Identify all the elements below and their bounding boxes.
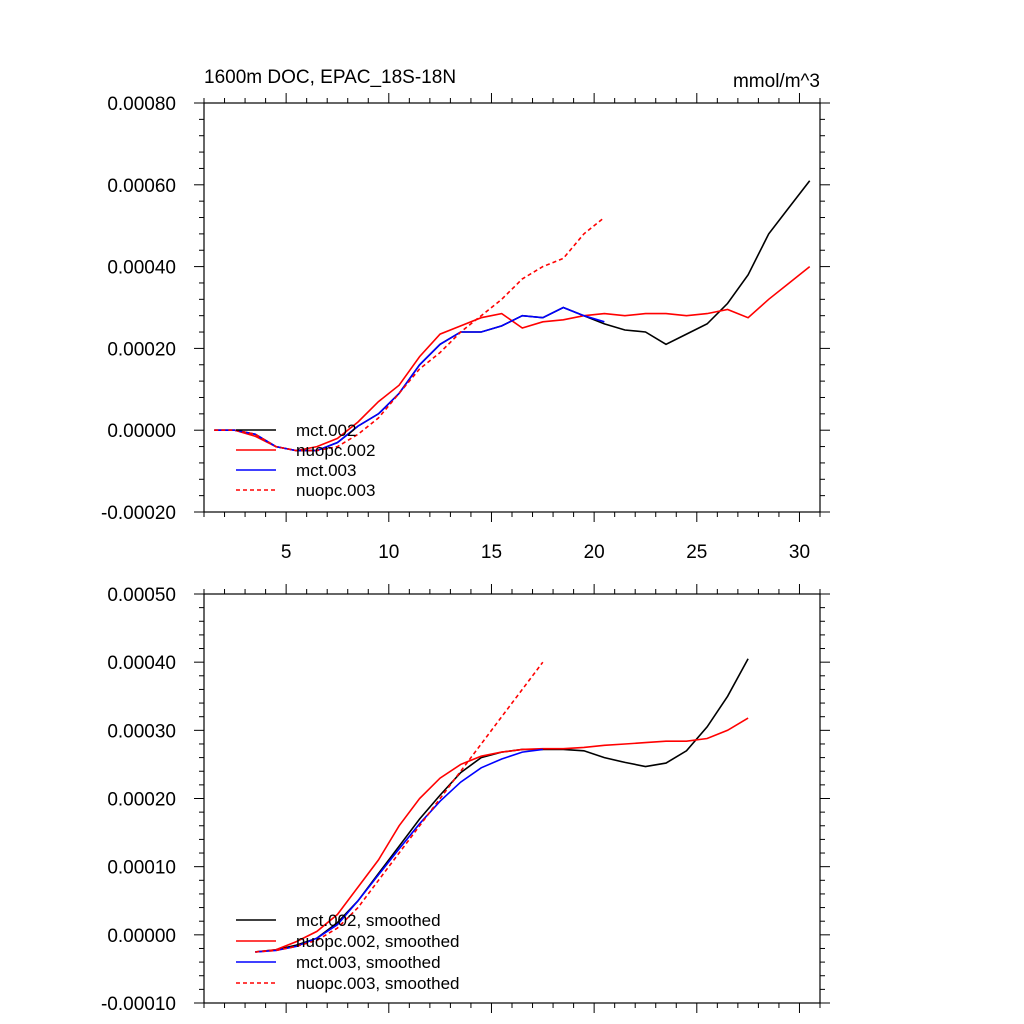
- legend-label: nuopc.002, smoothed: [296, 932, 460, 951]
- chart-title: 1600m DOC, EPAC_18S-18N: [204, 67, 456, 88]
- y-tick-label: 0.00060: [107, 176, 176, 197]
- y-tick-label: 0.00040: [107, 653, 176, 674]
- top-panel: 1600m DOC, EPAC_18S-18N mmol/m^3 5 10 15 20…: [101, 67, 830, 563]
- units-label: mmol/m^3: [733, 71, 820, 92]
- x-tick-label: 15: [481, 542, 502, 563]
- legend-label: nuopc.003: [296, 481, 375, 500]
- series-line-mct-003-smoothed: [255, 748, 543, 953]
- y-tick-label: 0.00000: [107, 926, 176, 947]
- x-tick-label: 30: [789, 542, 810, 563]
- y-tick-label: 0.00020: [107, 339, 176, 360]
- y-tick-label: 0.00050: [107, 585, 176, 606]
- y-tick-label: 0.00020: [107, 790, 176, 811]
- series-line-mct-003: [214, 306, 605, 452]
- bottom-panel: -0.00010 0.00000 0.00010 0.00020 0.00030 0.00…: [101, 584, 830, 1015]
- x-tick-label: 5: [281, 542, 292, 563]
- series-line-nuopc-002-smoothed: [255, 717, 749, 953]
- legend-label: mct.003, smoothed: [296, 953, 441, 972]
- x-tick-label: 25: [686, 542, 707, 563]
- y-tick-label: 0.00010: [107, 858, 176, 879]
- y-tick-label: 0.00030: [107, 721, 176, 742]
- series-line-nuopc-003-smoothed: [255, 661, 544, 953]
- y-tick-label: 0.00000: [107, 421, 176, 442]
- legend-label: mct.002, smoothed: [296, 911, 441, 930]
- y-tick-label: -0.00020: [101, 503, 176, 524]
- y-tick-label: 0.00080: [107, 94, 176, 115]
- y-tick-label: -0.00010: [101, 994, 176, 1015]
- legend-label: mct.003: [296, 461, 356, 480]
- legend-label: nuopc.002: [296, 441, 375, 460]
- x-tick-label: 10: [378, 542, 399, 563]
- legend-label: mct.002: [296, 421, 356, 440]
- series-line-nuopc-003: [214, 216, 605, 452]
- series-line-mct-002: [214, 180, 811, 452]
- series-line-mct-002-smoothed: [255, 658, 749, 953]
- y-tick-label: 0.00040: [107, 258, 176, 279]
- x-tick-label: 20: [584, 542, 605, 563]
- legend-label: nuopc.003, smoothed: [296, 974, 460, 993]
